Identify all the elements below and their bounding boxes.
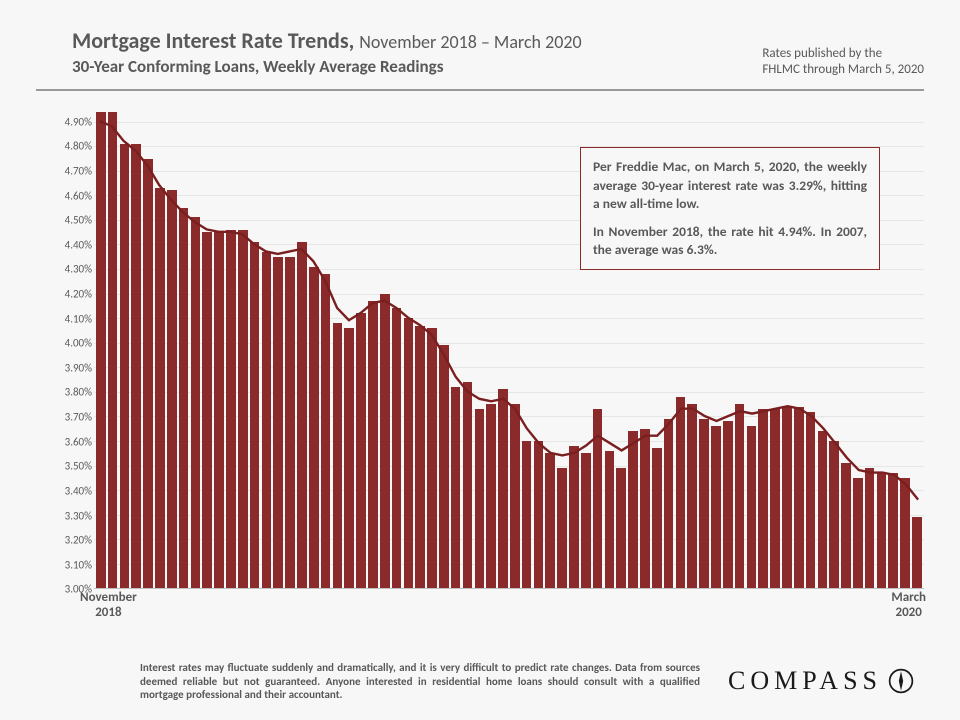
callout-p1: Per Freddie Mac, on March 5, 2020, the w… xyxy=(593,158,867,213)
source-line-2: FHLMC through March 5, 2020 xyxy=(762,62,924,78)
y-tick: 4.50% xyxy=(65,214,92,227)
compass-logo-text: COMPASS xyxy=(728,666,882,696)
y-tick: 4.60% xyxy=(65,189,92,202)
source-note: Rates published by the FHLMC through Mar… xyxy=(762,46,924,79)
y-tick: 4.20% xyxy=(65,288,92,301)
disclaimer-text: Interest rates may fluctuate suddenly an… xyxy=(140,661,700,702)
y-tick: 3.30% xyxy=(65,509,92,522)
chart-header: Mortgage Interest Rate Trends, November … xyxy=(36,28,924,91)
y-tick: 4.70% xyxy=(65,164,92,177)
y-tick: 3.60% xyxy=(65,435,92,448)
title-main: Mortgage Interest Rate Trends, xyxy=(72,27,354,54)
y-tick: 3.10% xyxy=(65,558,92,571)
callout-box: Per Freddie Mac, on March 5, 2020, the w… xyxy=(580,147,880,270)
callout-p2: In November 2018, the rate hit 4.94%. In… xyxy=(593,223,867,259)
x-label-end: March2020 xyxy=(891,591,926,621)
compass-icon xyxy=(888,668,914,694)
x-label-start: November2018 xyxy=(80,591,137,621)
y-tick: 4.00% xyxy=(65,337,92,350)
plot-area: Per Freddie Mac, on March 5, 2020, the w… xyxy=(94,109,924,589)
y-tick: 3.20% xyxy=(65,534,92,547)
y-axis: 3.00%3.10%3.20%3.30%3.40%3.50%3.60%3.70%… xyxy=(46,109,92,589)
y-tick: 4.30% xyxy=(65,263,92,276)
compass-logo: COMPASS xyxy=(728,666,914,696)
y-tick: 4.80% xyxy=(65,140,92,153)
x-axis-labels: November2018 March2020 xyxy=(94,591,924,631)
footer: Interest rates may fluctuate suddenly an… xyxy=(140,661,920,702)
y-tick: 3.90% xyxy=(65,361,92,374)
y-tick: 4.90% xyxy=(65,115,92,128)
y-tick: 4.40% xyxy=(65,238,92,251)
y-tick: 4.10% xyxy=(65,312,92,325)
y-tick: 3.80% xyxy=(65,386,92,399)
title-date-range: November 2018 – March 2020 xyxy=(359,31,581,53)
y-tick: 3.70% xyxy=(65,411,92,424)
source-line-1: Rates published by the xyxy=(762,46,924,62)
y-tick: 3.50% xyxy=(65,460,92,473)
y-tick: 3.40% xyxy=(65,484,92,497)
chart-area: 3.00%3.10%3.20%3.30%3.40%3.50%3.60%3.70%… xyxy=(46,109,924,609)
